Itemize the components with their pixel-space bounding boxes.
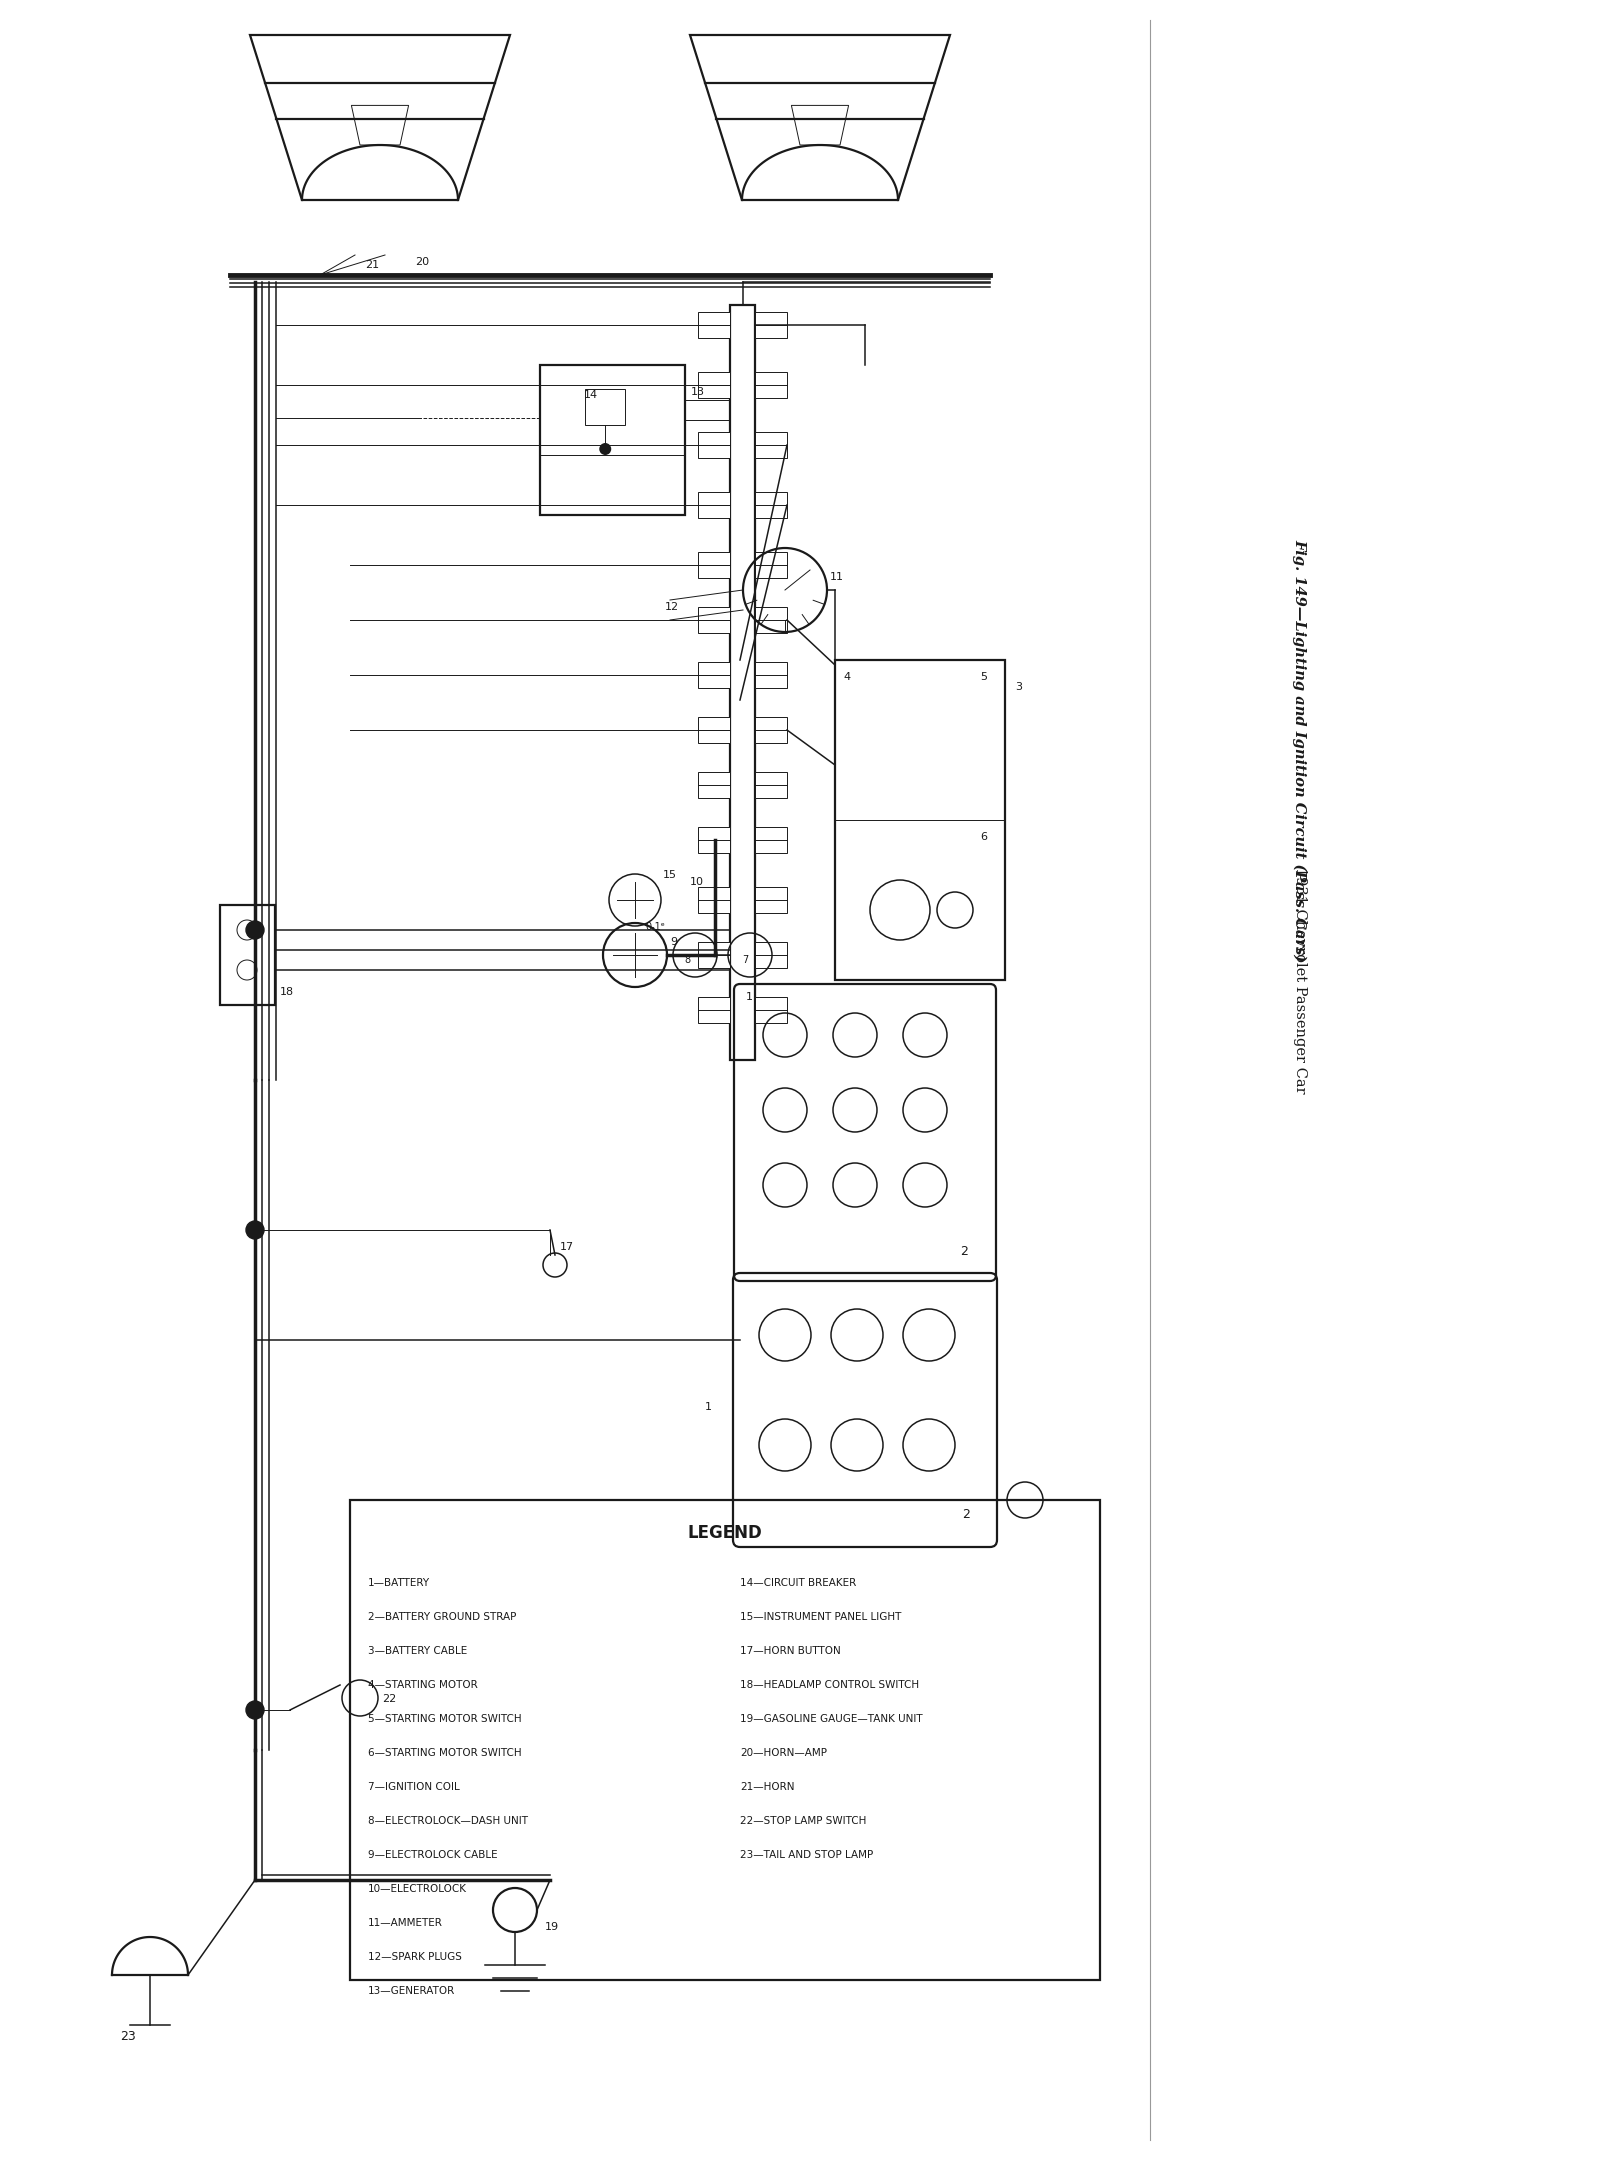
Text: 5—STARTING MOTOR SWITCH: 5—STARTING MOTOR SWITCH (368, 1714, 522, 1725)
Text: 6: 6 (979, 831, 987, 842)
Bar (755, 716, 787, 742)
Bar (698, 312, 730, 338)
Bar (755, 941, 787, 967)
Bar (755, 552, 787, 578)
Text: 3: 3 (1014, 682, 1022, 692)
Text: 2: 2 (960, 1244, 968, 1257)
Text: 10—ELECTROLOCK: 10—ELECTROLOCK (368, 1885, 467, 1894)
Text: 1: 1 (746, 991, 754, 1002)
Text: LEGEND: LEGEND (688, 1523, 762, 1543)
Bar (755, 491, 787, 517)
Text: 11: 11 (830, 571, 845, 582)
Text: 14—CIRCUIT BREAKER: 14—CIRCUIT BREAKER (739, 1578, 856, 1588)
Text: 23: 23 (120, 2030, 136, 2043)
Text: 21—HORN: 21—HORN (739, 1781, 795, 1792)
Text: 2—BATTERY GROUND STRAP: 2—BATTERY GROUND STRAP (368, 1612, 517, 1623)
Text: Fig. 149—Lighting and Ignition Circuit (Pass. Cars): Fig. 149—Lighting and Ignition Circuit (… (1293, 539, 1307, 961)
Text: 9: 9 (670, 937, 677, 948)
Text: 8—ELECTROLOCK—DASH UNIT: 8—ELECTROLOCK—DASH UNIT (368, 1816, 528, 1826)
Text: 19—GASOLINE GAUGE—TANK UNIT: 19—GASOLINE GAUGE—TANK UNIT (739, 1714, 923, 1725)
Text: 22: 22 (382, 1694, 397, 1703)
Bar (698, 552, 730, 578)
Bar (835, 660, 1005, 980)
Bar (698, 606, 730, 634)
Text: 13—GENERATOR: 13—GENERATOR (368, 1987, 456, 1995)
Text: 20—HORN—AMP: 20—HORN—AMP (739, 1749, 827, 1757)
Bar (755, 827, 787, 853)
Text: 2: 2 (962, 1508, 970, 1521)
Text: 20: 20 (414, 258, 429, 266)
Text: 0-1ᵉ: 0-1ᵉ (645, 922, 666, 933)
Bar (221, 905, 275, 1004)
Text: 4—STARTING MOTOR: 4—STARTING MOTOR (368, 1679, 478, 1690)
Bar (698, 827, 730, 853)
Circle shape (600, 444, 611, 454)
Text: 17—HORN BUTTON: 17—HORN BUTTON (739, 1647, 840, 1655)
Bar (755, 372, 787, 398)
Text: 12: 12 (666, 602, 678, 612)
Circle shape (246, 1701, 264, 1718)
Bar (350, 1500, 1101, 1980)
Text: 15: 15 (662, 870, 677, 881)
Text: 3—BATTERY CABLE: 3—BATTERY CABLE (368, 1647, 467, 1655)
Bar (755, 998, 787, 1024)
Bar (755, 887, 787, 913)
Text: 19: 19 (546, 1922, 558, 1932)
Text: 1931 Chevrolet Passenger Car: 1931 Chevrolet Passenger Car (1293, 868, 1307, 1093)
Text: 8: 8 (683, 954, 690, 965)
Bar (755, 312, 787, 338)
Bar (698, 998, 730, 1024)
Bar (755, 662, 787, 688)
Text: 1—BATTERY: 1—BATTERY (368, 1578, 430, 1588)
Bar (698, 941, 730, 967)
Text: 7—IGNITION COIL: 7—IGNITION COIL (368, 1781, 459, 1792)
Bar (755, 433, 787, 459)
Bar (730, 305, 755, 1060)
Bar (755, 773, 787, 799)
Bar (698, 716, 730, 742)
Text: 5: 5 (979, 673, 987, 682)
Text: 9—ELECTROLOCK CABLE: 9—ELECTROLOCK CABLE (368, 1850, 498, 1861)
Text: 13: 13 (691, 387, 706, 396)
Text: 17: 17 (560, 1242, 574, 1253)
Bar (698, 491, 730, 517)
Bar (698, 773, 730, 799)
Bar (755, 606, 787, 634)
Text: 4: 4 (843, 673, 850, 682)
Text: 15—INSTRUMENT PANEL LIGHT: 15—INSTRUMENT PANEL LIGHT (739, 1612, 901, 1623)
Text: 12—SPARK PLUGS: 12—SPARK PLUGS (368, 1952, 462, 1963)
Text: 18—HEADLAMP CONTROL SWITCH: 18—HEADLAMP CONTROL SWITCH (739, 1679, 918, 1690)
Bar (698, 433, 730, 459)
Text: 23—TAIL AND STOP LAMP: 23—TAIL AND STOP LAMP (739, 1850, 874, 1861)
Text: 7: 7 (742, 954, 749, 965)
Text: 10: 10 (690, 876, 704, 887)
Bar (698, 887, 730, 913)
Bar (698, 662, 730, 688)
Bar (698, 372, 730, 398)
Text: 22—STOP LAMP SWITCH: 22—STOP LAMP SWITCH (739, 1816, 866, 1826)
Text: 18: 18 (280, 987, 294, 998)
Text: 6—STARTING MOTOR SWITCH: 6—STARTING MOTOR SWITCH (368, 1749, 522, 1757)
Bar (586, 390, 626, 424)
Circle shape (246, 1220, 264, 1240)
Text: 21: 21 (365, 260, 379, 270)
Text: 14: 14 (584, 390, 598, 400)
Text: 1: 1 (706, 1402, 712, 1411)
Circle shape (246, 922, 264, 939)
Bar (541, 366, 685, 515)
Text: 11—AMMETER: 11—AMMETER (368, 1917, 443, 1928)
